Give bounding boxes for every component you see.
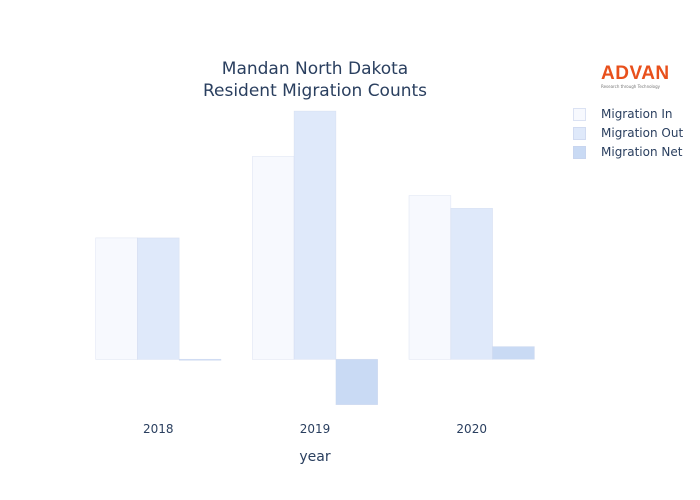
- legend-swatch-migration-in: [573, 107, 586, 121]
- bar-migration-in-2019[interactable]: [252, 156, 295, 360]
- x-tick-labels: 2018 2019 2020: [143, 422, 487, 436]
- bar-migration-out-2019[interactable]: [293, 110, 337, 360]
- chart-title: Mandan North Dakota Resident Migration C…: [165, 58, 465, 102]
- x-tick-label-2018: 2018: [143, 422, 174, 436]
- legend-item-migration-in[interactable]: Migration In: [573, 106, 673, 122]
- x-tick-label-2020: 2020: [456, 422, 487, 436]
- logo-tagline: Research through Technology: [601, 84, 661, 89]
- chart-title-line-2: Resident Migration Counts: [202, 81, 428, 101]
- legend-swatch-migration-out: [573, 126, 586, 140]
- x-tick-label-2019: 2019: [300, 422, 331, 436]
- bar-migration-in-2018[interactable]: [95, 237, 138, 360]
- bar-migration-net-2019[interactable]: [335, 358, 378, 405]
- legend-item-migration-net[interactable]: Migration Net: [573, 144, 682, 160]
- legend-swatch-migration-net: [573, 145, 586, 159]
- bar-migration-net-2018[interactable]: [178, 358, 222, 361]
- legend-item-migration-out[interactable]: Migration Out: [573, 125, 683, 141]
- legend-label-migration-in: Migration In: [601, 107, 673, 121]
- x-axis-label: year: [299, 449, 330, 465]
- bar-migration-in-2020[interactable]: [408, 195, 452, 360]
- bar-migration-out-2018[interactable]: [137, 237, 180, 360]
- bar-migration-net-2020[interactable]: [492, 346, 535, 360]
- logo-wordmark: ADVAN: [601, 63, 670, 84]
- legend-label-migration-out: Migration Out: [601, 126, 684, 140]
- advan-logo: ADVAN Research through Technology: [601, 63, 671, 90]
- bar-migration-out-2020[interactable]: [450, 208, 493, 360]
- chart-title-line-1: Mandan North Dakota: [221, 59, 409, 79]
- bar-group: [95, 110, 535, 405]
- legend-label-migration-net: Migration Net: [601, 145, 683, 159]
